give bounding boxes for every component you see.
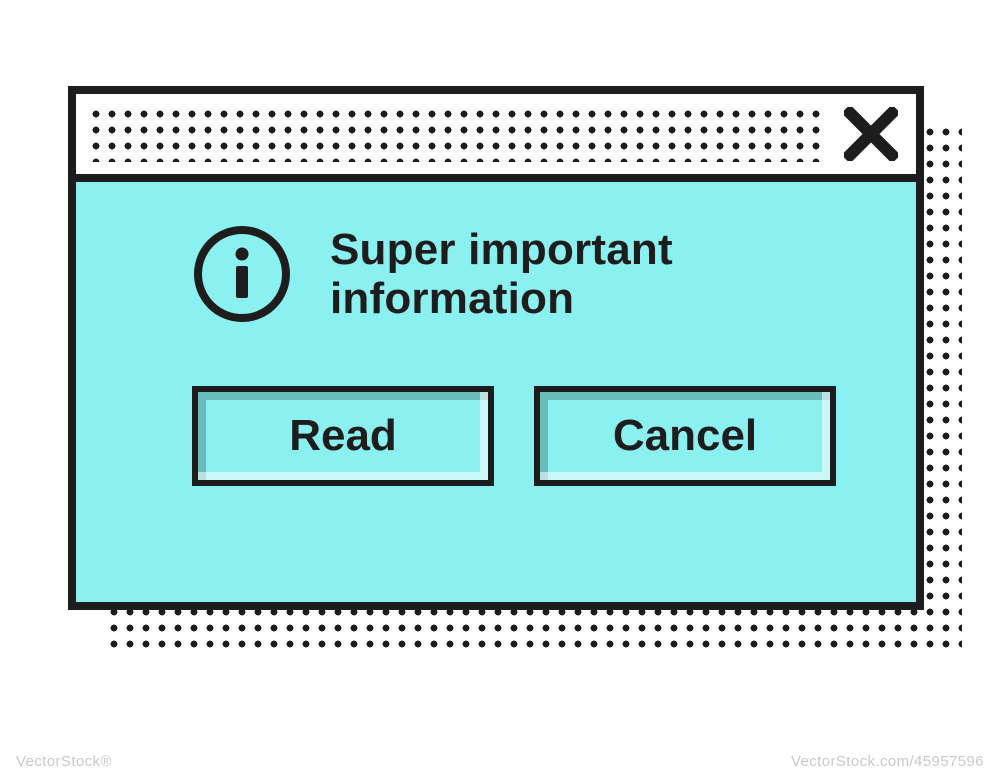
read-button[interactable]: Read — [192, 386, 494, 486]
dialog-stage: Super important information Read Cancel — [68, 86, 960, 646]
message-row: Super important information — [136, 224, 856, 324]
button-row: Read Cancel — [136, 386, 856, 486]
info-dialog: Super important information Read Cancel — [68, 86, 924, 610]
titlebar-dot-pattern — [88, 106, 826, 162]
dialog-body: Super important information Read Cancel — [76, 182, 916, 602]
read-button-label: Read — [289, 411, 397, 461]
dialog-message: Super important information — [330, 225, 836, 324]
titlebar — [76, 94, 916, 182]
close-button[interactable] — [838, 101, 904, 167]
close-icon — [844, 107, 898, 161]
watermark-id: VectorStock.com/45957596 — [791, 753, 984, 770]
cancel-button-label: Cancel — [613, 411, 757, 461]
info-icon — [192, 224, 292, 324]
watermark-site: VectorStock® — [16, 753, 112, 770]
cancel-button[interactable]: Cancel — [534, 386, 836, 486]
